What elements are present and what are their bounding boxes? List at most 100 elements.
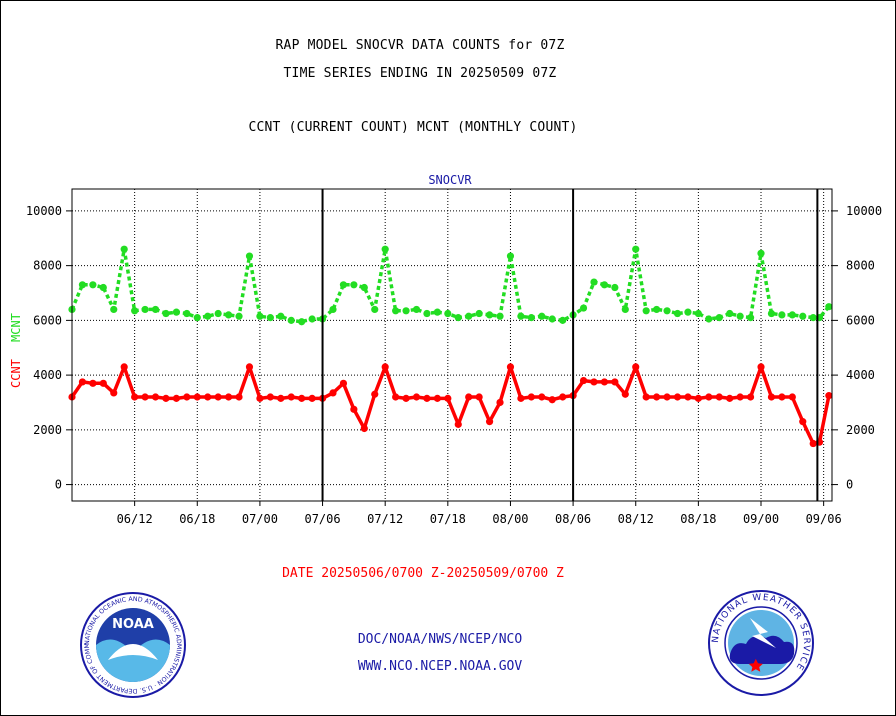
y-tick-label-left-8000: 8000 <box>33 259 62 273</box>
mcnt-point-71 <box>809 314 817 322</box>
mcnt-point-18 <box>256 312 264 320</box>
org-path-link[interactable]: DOC/NOAA/NWS/NCEP/NCO <box>357 632 523 647</box>
ccnt-point-37 <box>454 420 462 428</box>
nws-logo[interactable]: NATIONAL WEATHER SERVICE <box>706 588 816 698</box>
mcnt-point-7 <box>141 305 149 314</box>
ccnt-point-1 <box>78 378 87 386</box>
x-tick-label-08/06: 08/06 <box>555 512 591 526</box>
mcnt-point-5 <box>120 245 128 253</box>
x-tick-label-08/18: 08/18 <box>680 512 716 526</box>
header-title-line-2: TIME SERIES ENDING IN 20250509 07Z <box>283 66 557 81</box>
y-axis-label-mcnt: MCNT <box>9 313 23 342</box>
ccnt-point-70 <box>799 418 807 426</box>
x-tick-label-07/12: 07/12 <box>367 512 403 526</box>
mcnt-point-12 <box>193 314 201 322</box>
date-range: DATE 20250506/0700 Z-20250509/0700 Z <box>282 566 564 581</box>
ccnt-point-19 <box>266 393 274 401</box>
mcnt-point-65 <box>746 314 755 322</box>
mcnt-point-56 <box>653 305 661 314</box>
ccnt-point-35 <box>433 394 441 402</box>
x-tick-label-06/18: 06/18 <box>179 512 215 526</box>
ccnt-point-42 <box>506 363 515 371</box>
mcnt-point-15 <box>224 311 233 319</box>
mcnt-point-62 <box>715 314 723 322</box>
mcnt-point-29 <box>371 305 379 314</box>
y-tick-label-left-6000: 6000 <box>33 313 62 327</box>
noaa-logo[interactable]: NOAA NATIONAL OCEANIC AND ATMOSPHERIC AD… <box>78 590 188 700</box>
mcnt-point-61 <box>705 315 713 323</box>
ccnt-point-69 <box>788 393 796 401</box>
noaa-logo-text: NOAA <box>112 617 154 632</box>
mcnt-point-4 <box>110 305 118 314</box>
ccnt-point-10 <box>172 394 180 402</box>
mcnt-point-40 <box>485 311 494 319</box>
mcnt-point-73 <box>825 303 833 311</box>
ccnt-point-31 <box>392 393 400 401</box>
y-axis-label-ccnt: CCNT <box>9 359 23 388</box>
mcnt-point-10 <box>172 308 180 316</box>
mcnt-point-31 <box>392 307 400 315</box>
mcnt-point-64 <box>736 312 744 320</box>
ccnt-point-15 <box>224 393 233 401</box>
mcnt-point-26 <box>339 281 348 289</box>
mcnt-point-27 <box>350 281 358 289</box>
ccnt-point-63 <box>726 394 734 402</box>
ccnt-line <box>70 365 831 446</box>
ccnt-point-51 <box>600 378 609 386</box>
ccnt-point-34 <box>423 394 431 402</box>
axis-layer: 0 0 2000 2000 4000 4000 6000 6000 8000 8000 10000 1… <box>26 188 882 526</box>
mcnt-point-45 <box>538 312 546 320</box>
mcnt-point-28 <box>360 283 368 292</box>
ccnt-point-8 <box>151 393 160 401</box>
mcnt-point-70 <box>799 312 807 320</box>
ccnt-point-26 <box>339 379 348 387</box>
ccnt-point-12 <box>193 393 201 401</box>
mcnt-point-19 <box>266 314 274 322</box>
ccnt-point-21 <box>287 393 295 401</box>
mcnt-point-57 <box>663 307 671 315</box>
header-subtitle: CCNT (CURRENT COUNT) MCNT (MONTHLY COUNT… <box>248 120 578 135</box>
mcnt-point-58 <box>673 309 682 318</box>
mcnt-point-36 <box>444 309 452 318</box>
ccnt-point-59 <box>684 393 692 401</box>
ccnt-point-50 <box>590 378 598 386</box>
y-tick-label-left-10000: 10000 <box>26 204 62 218</box>
y-tick-label-right-8000: 8000 <box>846 259 875 273</box>
ccnt-point-54 <box>632 363 640 371</box>
y-tick-label-right-10000: 10000 <box>846 204 882 218</box>
ccnt-point-46 <box>548 396 556 404</box>
y-tick-label-right-6000: 6000 <box>846 313 875 327</box>
y-tick-label-left-0: 0 <box>55 478 62 492</box>
mcnt-point-46 <box>548 315 556 323</box>
mcnt-point-54 <box>632 245 640 253</box>
ccnt-point-29 <box>371 390 379 398</box>
ccnt-point-58 <box>673 393 682 401</box>
y-tick-label-left-4000: 4000 <box>33 368 62 382</box>
ccnt-point-23 <box>308 394 316 402</box>
ccnt-point-49 <box>579 376 588 385</box>
mcnt-point-42 <box>506 252 515 260</box>
ccnt-point-6 <box>131 393 139 401</box>
y-tick-label-right-2000: 2000 <box>846 423 875 437</box>
mcnt-point-39 <box>475 309 483 318</box>
ccnt-point-5 <box>120 363 128 371</box>
ccnt-point-45 <box>538 393 546 401</box>
ccnt-point-53 <box>621 390 629 398</box>
mcnt-point-23 <box>308 315 316 323</box>
mcnt-point-52 <box>611 283 619 292</box>
ccnt-point-36 <box>444 394 452 402</box>
x-tick-label-09/06: 09/06 <box>806 512 842 526</box>
ccnt-point-52 <box>611 378 619 386</box>
y-tick-label-left-2000: 2000 <box>33 423 62 437</box>
ccnt-point-62 <box>715 393 723 401</box>
mcnt-point-1 <box>78 281 87 289</box>
ccnt-series <box>68 363 833 448</box>
website-link[interactable]: WWW.NCO.NCEP.NOAA.GOV <box>357 659 523 674</box>
mcnt-point-66 <box>757 249 765 257</box>
ccnt-point-41 <box>496 398 504 407</box>
mcnt-point-25 <box>329 305 337 314</box>
ccnt-point-3 <box>99 379 107 387</box>
ccnt-point-18 <box>256 394 264 402</box>
mcnt-point-32 <box>402 307 410 315</box>
ccnt-point-33 <box>412 393 421 401</box>
